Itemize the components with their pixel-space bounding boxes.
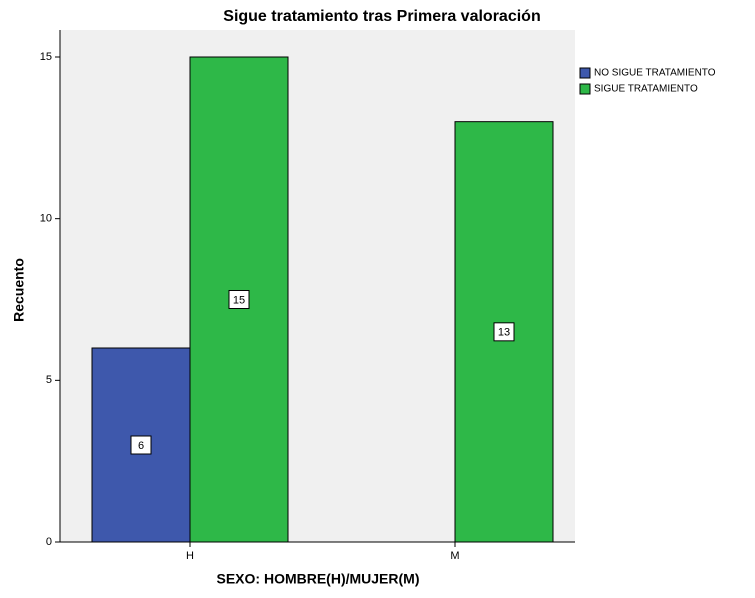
y-axis-title: Recuento	[11, 258, 27, 322]
value-label: 6	[138, 440, 144, 452]
value-label-box	[493, 322, 515, 342]
legend-swatch	[579, 67, 591, 79]
legend-swatch	[579, 83, 591, 95]
value-label-box	[228, 290, 250, 309]
x-tick-label: H	[186, 550, 194, 562]
value-label: 13	[498, 327, 510, 339]
y-tick-label: 0	[46, 536, 52, 548]
x-tick-label: M	[450, 550, 459, 562]
legend-label: SIGUE TRATAMIENTO	[594, 84, 698, 95]
x-axis-title: SEXO: HOMBRE(H)/MUJER(M)	[217, 571, 420, 587]
y-tick-label: 15	[40, 51, 52, 63]
value-label: 15	[233, 294, 245, 306]
y-tick-label: 5	[46, 374, 52, 386]
y-tick-label: 10	[40, 213, 52, 225]
legend-label: NO SIGUE TRATAMIENTO	[594, 68, 716, 79]
chart-title: Sigue tratamiento tras Primera valoració…	[223, 8, 540, 25]
value-label-box	[130, 435, 152, 455]
